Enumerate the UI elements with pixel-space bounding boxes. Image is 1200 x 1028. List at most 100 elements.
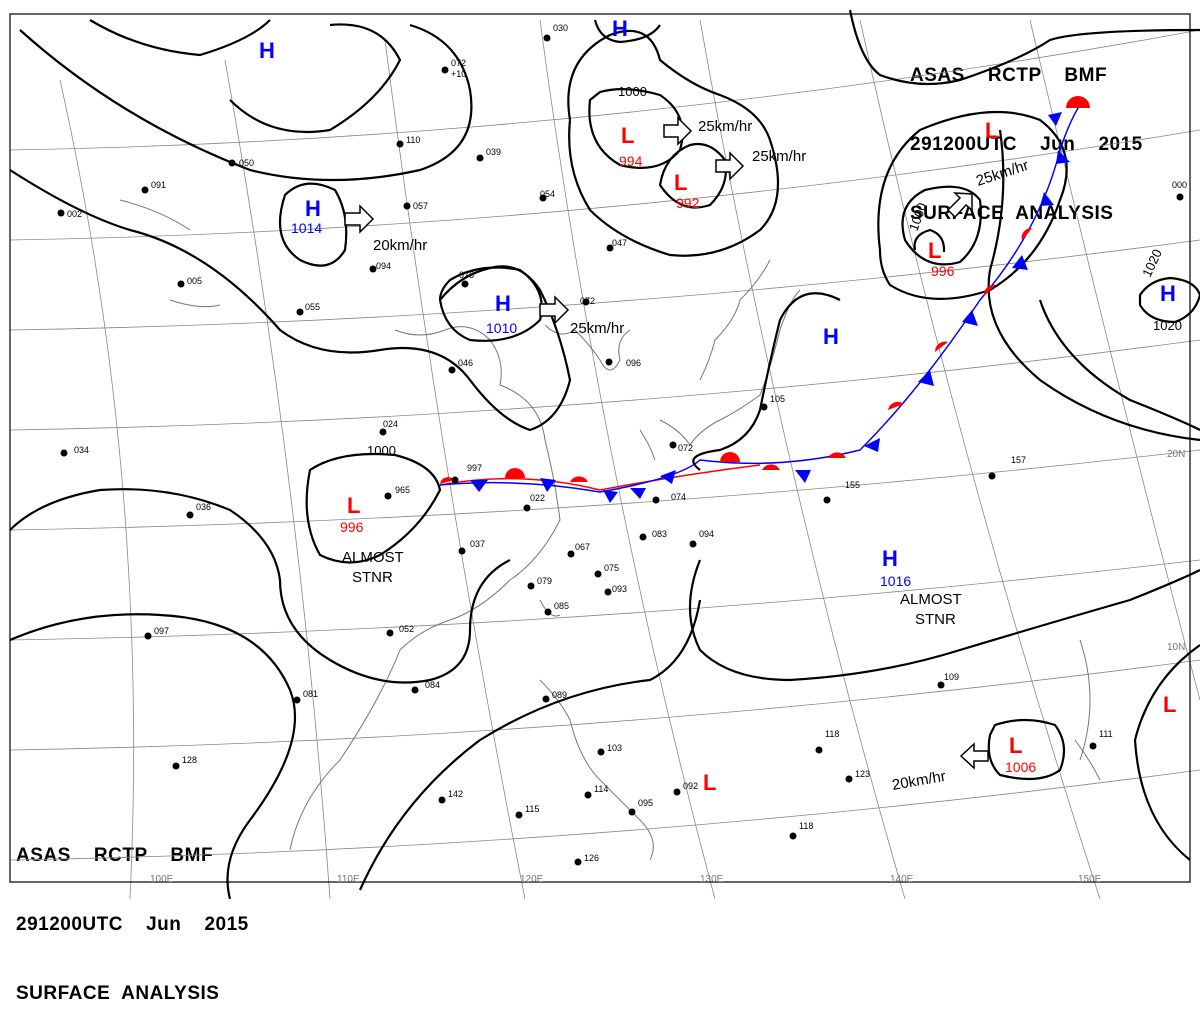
station-plot: 052 <box>386 624 414 637</box>
station-value: 036 <box>196 502 211 512</box>
longitude-label: 150E <box>1078 874 1102 885</box>
longitude-label: 130E <box>700 874 724 885</box>
low-center-value: 996 <box>340 519 364 535</box>
station-value: 094 <box>376 261 391 271</box>
station-value: 005 <box>187 276 202 286</box>
station-value: 118 <box>799 821 813 831</box>
station-plot: 110 <box>396 135 420 148</box>
station-value: 091 <box>151 180 166 190</box>
warm-front-semicircles <box>440 96 1090 484</box>
station-plot: 037 <box>458 539 485 555</box>
note-stnr: STNR <box>915 611 956 628</box>
header-top-line-2: 291200UTC Jun 2015 <box>910 134 1143 155</box>
front-line-warm-segment <box>439 464 761 491</box>
station-value: 072 <box>678 443 693 453</box>
station-plot: 084 <box>411 680 440 694</box>
longitude-label: 140E <box>890 874 914 885</box>
low-center-label: L <box>1163 692 1176 717</box>
latitude-label: 20N <box>1167 449 1185 460</box>
low-center-value: 1006 <box>1005 759 1036 775</box>
cold-front-triangles <box>470 112 1070 503</box>
high-center-value: 1016 <box>880 573 911 589</box>
station-plot: 114 <box>584 784 608 799</box>
station-plot: 095 <box>628 798 653 816</box>
station-plot: 093 <box>604 584 627 596</box>
station-plot: 094 <box>369 261 391 273</box>
station-value: 075 <box>459 270 474 280</box>
station-value: 022 <box>530 493 545 503</box>
station-plot: 965 <box>384 485 410 500</box>
low-center-label: L <box>674 170 687 195</box>
station-value: 047 <box>612 238 627 248</box>
high-center-label: H <box>305 196 321 221</box>
header-bottom-line-3: SURFACE ANALYSIS <box>16 983 220 1004</box>
station-value: 067 <box>575 542 590 552</box>
station-plot: 002 <box>57 209 82 219</box>
station-plot: 126 <box>574 853 599 866</box>
motion-arrow <box>715 151 745 181</box>
station-plot: 111 <box>1089 729 1113 750</box>
station-plot: 115 <box>515 804 539 819</box>
station-value: 081 <box>303 689 318 699</box>
motion-speed-label: 25km/hr <box>570 320 624 337</box>
station-plot: 103 <box>597 743 622 756</box>
station-plot: 072 <box>669 441 693 453</box>
station-value: 097 <box>154 626 169 636</box>
station-value: 034 <box>74 445 89 455</box>
station-plot: 000 <box>1172 180 1187 201</box>
motion-arrow <box>663 116 693 146</box>
station-plot: 039 <box>476 147 501 162</box>
station-value: 115 <box>525 804 539 814</box>
station-value: 055 <box>305 302 320 312</box>
station-plot: 030 <box>543 23 568 42</box>
high-center-label: H <box>612 16 628 41</box>
station-value: 092 <box>683 781 698 791</box>
station-value: 024 <box>383 419 398 429</box>
station-value: 085 <box>554 601 569 611</box>
header-bottom-line-1: ASAS RCTP BMF <box>16 845 214 866</box>
high-center-label: H <box>882 546 898 571</box>
station-value: 155 <box>845 480 860 490</box>
station-value: 083 <box>652 529 667 539</box>
station-plot: 089 <box>542 690 567 703</box>
station-plot: 054 <box>539 189 555 202</box>
station-value: 074 <box>671 492 686 502</box>
station-value: 037 <box>470 539 485 549</box>
station-plot: 083 <box>639 529 667 541</box>
station-value: 046 <box>458 358 473 368</box>
meridian-lines <box>59 19 1200 899</box>
station-value: 095 <box>638 798 653 808</box>
station-value: 057 <box>413 201 428 211</box>
station-plot: 072 <box>580 296 595 306</box>
station-plot: 097 <box>144 626 169 640</box>
station-plot: 034 <box>60 445 89 457</box>
low-center-label: L <box>1009 733 1022 758</box>
coastlines <box>119 199 1101 861</box>
station-value: 079 <box>537 576 552 586</box>
station-plot: 997 <box>451 463 482 484</box>
station-value: 039 <box>486 147 501 157</box>
station-plot: 046 <box>448 358 473 374</box>
station-plot: 050 <box>228 158 254 168</box>
pressure-centers: H H H 1014 H 1010 L 994 L 992 L L 996 H … <box>259 16 1176 795</box>
low-center-label: L <box>703 770 716 795</box>
station-plot: 123 <box>845 769 870 783</box>
longitude-label: 120E <box>520 874 544 885</box>
header-top-line-1: ASAS RCTP BMF <box>910 65 1108 86</box>
station-value: 002 <box>67 209 82 219</box>
station-value: 030 <box>553 23 568 33</box>
longitude-label: 110E <box>337 874 360 885</box>
station-value: 114 <box>594 784 608 794</box>
station-value: 103 <box>607 743 622 753</box>
station-value: 128 <box>182 755 197 765</box>
front-line-cold-segment <box>439 104 1081 493</box>
station-value: 000 <box>1172 180 1187 190</box>
low-center-label: L <box>928 238 941 263</box>
station-plot: 072+10 <box>441 58 466 79</box>
weather-map: 1000 1000 1000 1020 1020 <box>9 9 1200 899</box>
motion-arrow <box>959 742 989 770</box>
station-plot: 067 <box>567 542 590 558</box>
station-value: 105 <box>770 394 785 404</box>
isobar-label: 1020 <box>1139 247 1165 280</box>
header-bottom-line-2: 291200UTC Jun 2015 <box>16 914 249 935</box>
